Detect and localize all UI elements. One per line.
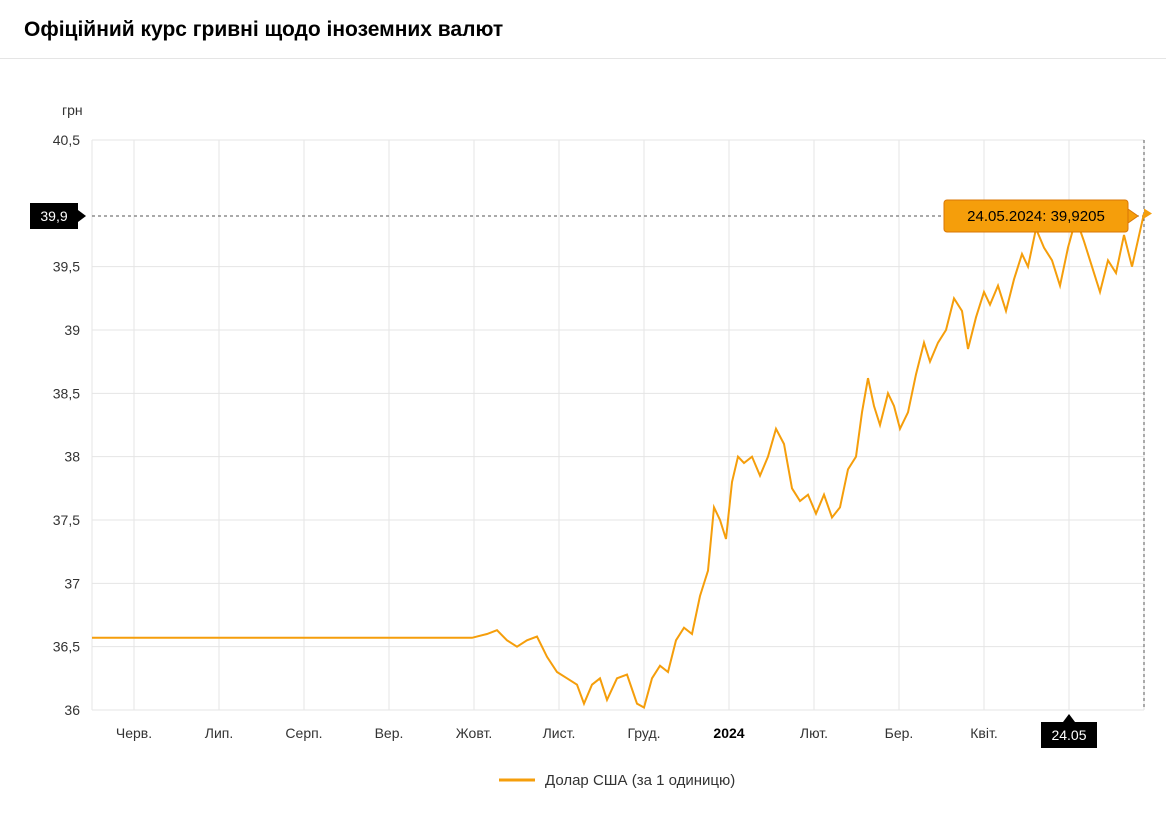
chart-area: грн 36 36,5 37 37,5 38 38,5 39 39,5 40,5 39,9 24.05…: [0, 70, 1166, 815]
y-tick-label: 37,5: [53, 512, 80, 528]
x-tick-label: Вер.: [375, 725, 404, 741]
tooltip-arrow: [1128, 209, 1138, 223]
series-line-usd: [92, 213, 1144, 707]
x-tick-label: Квіт.: [970, 725, 997, 741]
x-tick-label: Бер.: [885, 725, 914, 741]
series-end-marker: [1144, 208, 1152, 218]
y-tick-label: 36: [64, 702, 80, 718]
x-highlight-label: 24.05: [1051, 727, 1086, 743]
y-tick-label: 39,5: [53, 259, 80, 275]
y-tick-label: 39: [64, 322, 80, 338]
y-tick-label: 38,5: [53, 385, 80, 401]
title-bar: Офіційний курс гривні щодо іноземних вал…: [0, 0, 1166, 59]
x-tick-label: Лист.: [543, 725, 576, 741]
y-axis-unit-label: грн: [62, 102, 83, 118]
legend-label: Долар США (за 1 одиницю): [545, 772, 735, 789]
x-tick-label: Лют.: [800, 725, 828, 741]
chart-title: Офіційний курс гривні щодо іноземних вал…: [24, 18, 1142, 42]
chart-svg: грн 36 36,5 37 37,5 38 38,5 39 39,5 40,5 39,9 24.05…: [0, 70, 1166, 815]
y-tick-label: 36,5: [53, 639, 80, 655]
x-tick-label: Лип.: [205, 725, 233, 741]
x-highlight-badge-arrow: [1063, 714, 1075, 722]
y-highlight-badge-arrow: [78, 210, 86, 222]
chart-container: Офіційний курс гривні щодо іноземних вал…: [0, 0, 1166, 815]
y-tick-label: 40,5: [53, 132, 80, 148]
y-highlight-value: 39,9: [40, 208, 67, 224]
x-tick-label: Груд.: [627, 725, 660, 741]
y-tick-label: 37: [64, 575, 80, 591]
x-tick-label: Черв.: [116, 725, 152, 741]
y-tick-label: 38: [64, 449, 80, 465]
x-tick-label: 2024: [713, 725, 744, 741]
x-tick-label: Серп.: [285, 725, 322, 741]
tooltip-text: 24.05.2024: 39,9205: [967, 208, 1105, 225]
x-tick-label: Жовт.: [456, 725, 492, 741]
